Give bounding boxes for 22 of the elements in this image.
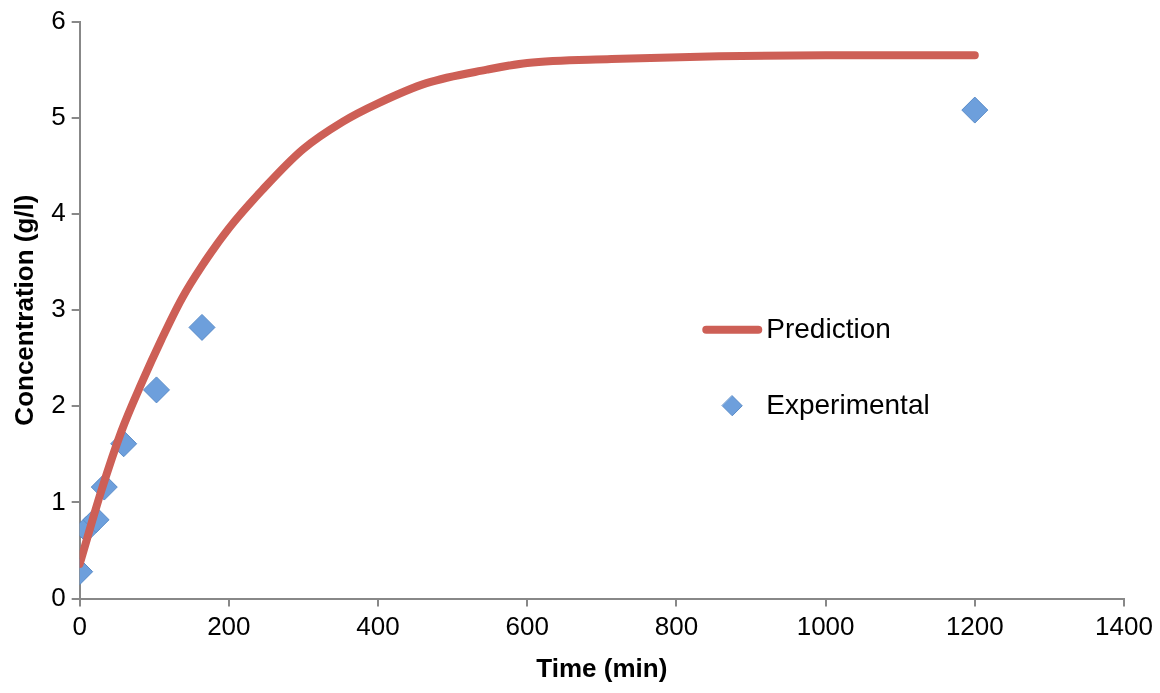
point bbox=[961, 96, 989, 124]
x-tick-label: 400 bbox=[356, 611, 400, 642]
x-tick-label: 0 bbox=[72, 611, 87, 642]
x-tick-label: 600 bbox=[505, 611, 549, 642]
y-tick-label: 5 bbox=[51, 100, 66, 131]
x-tick-label: 1000 bbox=[796, 611, 855, 642]
x-tick-label: 200 bbox=[207, 611, 251, 642]
x-tick-label: 1400 bbox=[1095, 611, 1153, 642]
x-tick-label: 1200 bbox=[945, 611, 1004, 642]
point bbox=[188, 313, 216, 341]
x-tick-label: 800 bbox=[654, 611, 699, 642]
y-tick-label: 4 bbox=[51, 197, 66, 228]
y-tick-label: 6 bbox=[51, 4, 66, 35]
y-axis-title: Concentration (g/l) bbox=[8, 194, 39, 426]
y-tick-label: 3 bbox=[51, 293, 66, 324]
legend-label: Experimental bbox=[766, 388, 930, 420]
y-tick-label: 1 bbox=[51, 485, 66, 516]
y-tick-label: 2 bbox=[51, 389, 66, 420]
legend-label: Prediction bbox=[766, 312, 891, 344]
x-axis-title: Time (min) bbox=[536, 652, 668, 683]
y-tick-label: 0 bbox=[51, 581, 66, 612]
point bbox=[142, 376, 170, 404]
